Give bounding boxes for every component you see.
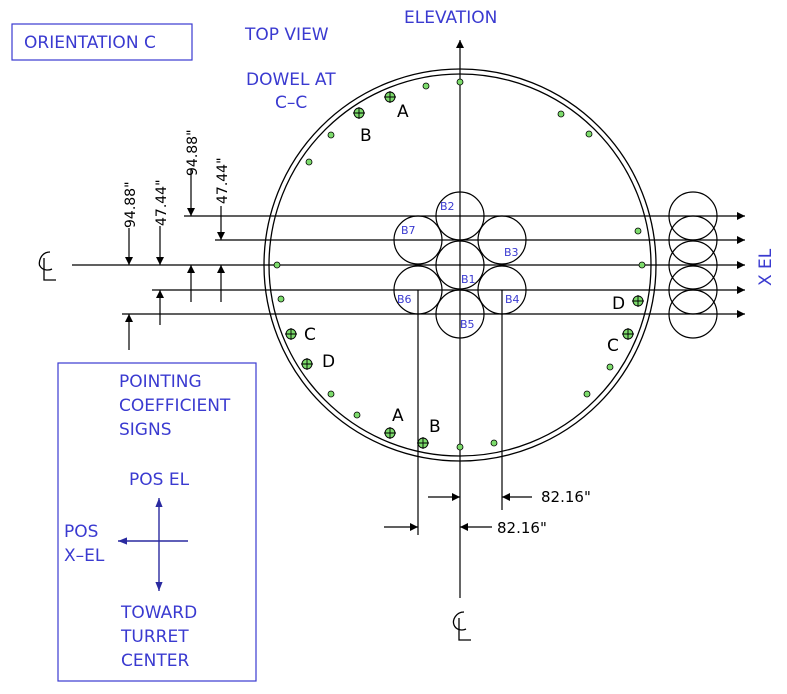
hole-letters: A B B C D A B C D: [304, 102, 625, 437]
legend-title-line3: SIGNS: [119, 420, 172, 440]
x-el-circles: [668, 191, 718, 339]
dowel-hole: [632, 295, 644, 307]
dim-47-44-left: 47.44": [154, 179, 170, 226]
rim-hole: [490, 439, 498, 447]
beam-labels: B1 B2 B3 B4 B5 B6 B7: [397, 200, 520, 331]
dim-82-16-lower: 82.16": [497, 519, 547, 537]
beam-circle-b7: [393, 215, 443, 265]
legend-toward-line1: TOWARD: [120, 603, 197, 623]
legend-pos-xel-line2: X–EL: [64, 546, 105, 566]
beam-label-b7: B7: [401, 224, 416, 237]
beam-circle-b3: [477, 215, 527, 265]
beam-label-b5: B5: [460, 318, 475, 331]
dowel-holes: [285, 91, 644, 449]
dim-47-44-right: 47.44": [215, 157, 231, 204]
hole-letter-d-left: D: [322, 352, 335, 372]
left-dimensions: [125, 170, 225, 350]
rim-hole: [557, 110, 565, 118]
dim-82-16-upper: 82.16": [541, 488, 591, 506]
dowel-hole: [353, 107, 365, 119]
legend-title-line2: COEFFICIENT: [119, 396, 231, 416]
dowel-label-line1: DOWEL AT: [246, 70, 336, 90]
x-el-label: X EL: [756, 248, 776, 286]
beam-label-b3: B3: [504, 246, 519, 259]
dowel-hole: [285, 328, 297, 340]
hole-letter-b-top: B: [360, 126, 372, 146]
x-el-circle-3: [668, 240, 718, 290]
rim-hole: [583, 390, 591, 398]
legend-pos-xel-line1: POS: [64, 522, 98, 542]
dowel-hole: [417, 437, 429, 449]
beam-circle-b2: [435, 191, 485, 241]
top-view-label: TOP VIEW: [244, 25, 329, 45]
rim-hole: [638, 261, 646, 269]
rim-hole: [327, 390, 335, 398]
beam-label-b4: B4: [505, 293, 520, 306]
hole-letter-a-top: A: [397, 102, 409, 122]
hole-letter-c-left: C: [304, 325, 316, 345]
dowel-hole: [384, 427, 396, 439]
hole-letter-d-right: D: [612, 294, 625, 314]
dim-94-88-left: 94.88": [123, 181, 139, 228]
legend-pos-el: POS EL: [129, 470, 190, 490]
rim-hole: [305, 158, 313, 166]
rim-hole: [634, 227, 642, 235]
rim-hole: [422, 82, 430, 90]
rim-hole: [277, 295, 285, 303]
x-el-circle-1: [668, 191, 718, 241]
beam-circle-b1: [435, 240, 485, 290]
x-el-circle-4: [668, 265, 718, 315]
dim-94-88-right: 94.88": [185, 129, 201, 176]
orientation-box: [11, 23, 193, 61]
elevation-label: ELEVATION: [404, 8, 497, 28]
rim-hole: [353, 411, 361, 419]
dowel-hole: [622, 328, 634, 340]
legend-box: [57, 362, 257, 682]
legend-direction-cross: [118, 498, 188, 591]
rim-hole: [606, 363, 614, 371]
centerline-left-symbol: [38, 251, 56, 281]
x-el-circle-2: [668, 215, 718, 265]
rim-holes: [273, 78, 646, 451]
hole-letter-c-right: C: [607, 336, 619, 356]
beam-label-b6: B6: [397, 293, 412, 306]
beam-circle-b5: [435, 289, 485, 339]
rim-hole: [585, 130, 593, 138]
hole-letter-a-bottom: A: [392, 406, 404, 426]
centerline-bottom-symbol: [452, 611, 471, 641]
orientation-label: ORIENTATION C: [24, 33, 156, 53]
rim-hole: [456, 78, 464, 86]
legend-toward-line3: CENTER: [121, 651, 189, 671]
legend-title-line1: POINTING: [119, 372, 202, 392]
beam-label-b1: B1: [461, 273, 476, 286]
hole-letter-b-bottom: B: [429, 417, 441, 437]
beam-lines: [72, 212, 745, 318]
beam-circles: [393, 191, 527, 339]
legend-toward-line2: TURRET: [120, 627, 189, 647]
beam-label-b2: B2: [440, 200, 455, 213]
dowel-hole: [384, 91, 396, 103]
rim-hole: [456, 443, 464, 451]
bottom-dimensions: [384, 290, 532, 535]
rim-hole: [273, 261, 281, 269]
dowel-hole: [301, 358, 313, 370]
dowel-label-line2: C–C: [275, 93, 307, 113]
x-el-circle-5: [668, 289, 718, 339]
rim-hole: [327, 131, 335, 139]
